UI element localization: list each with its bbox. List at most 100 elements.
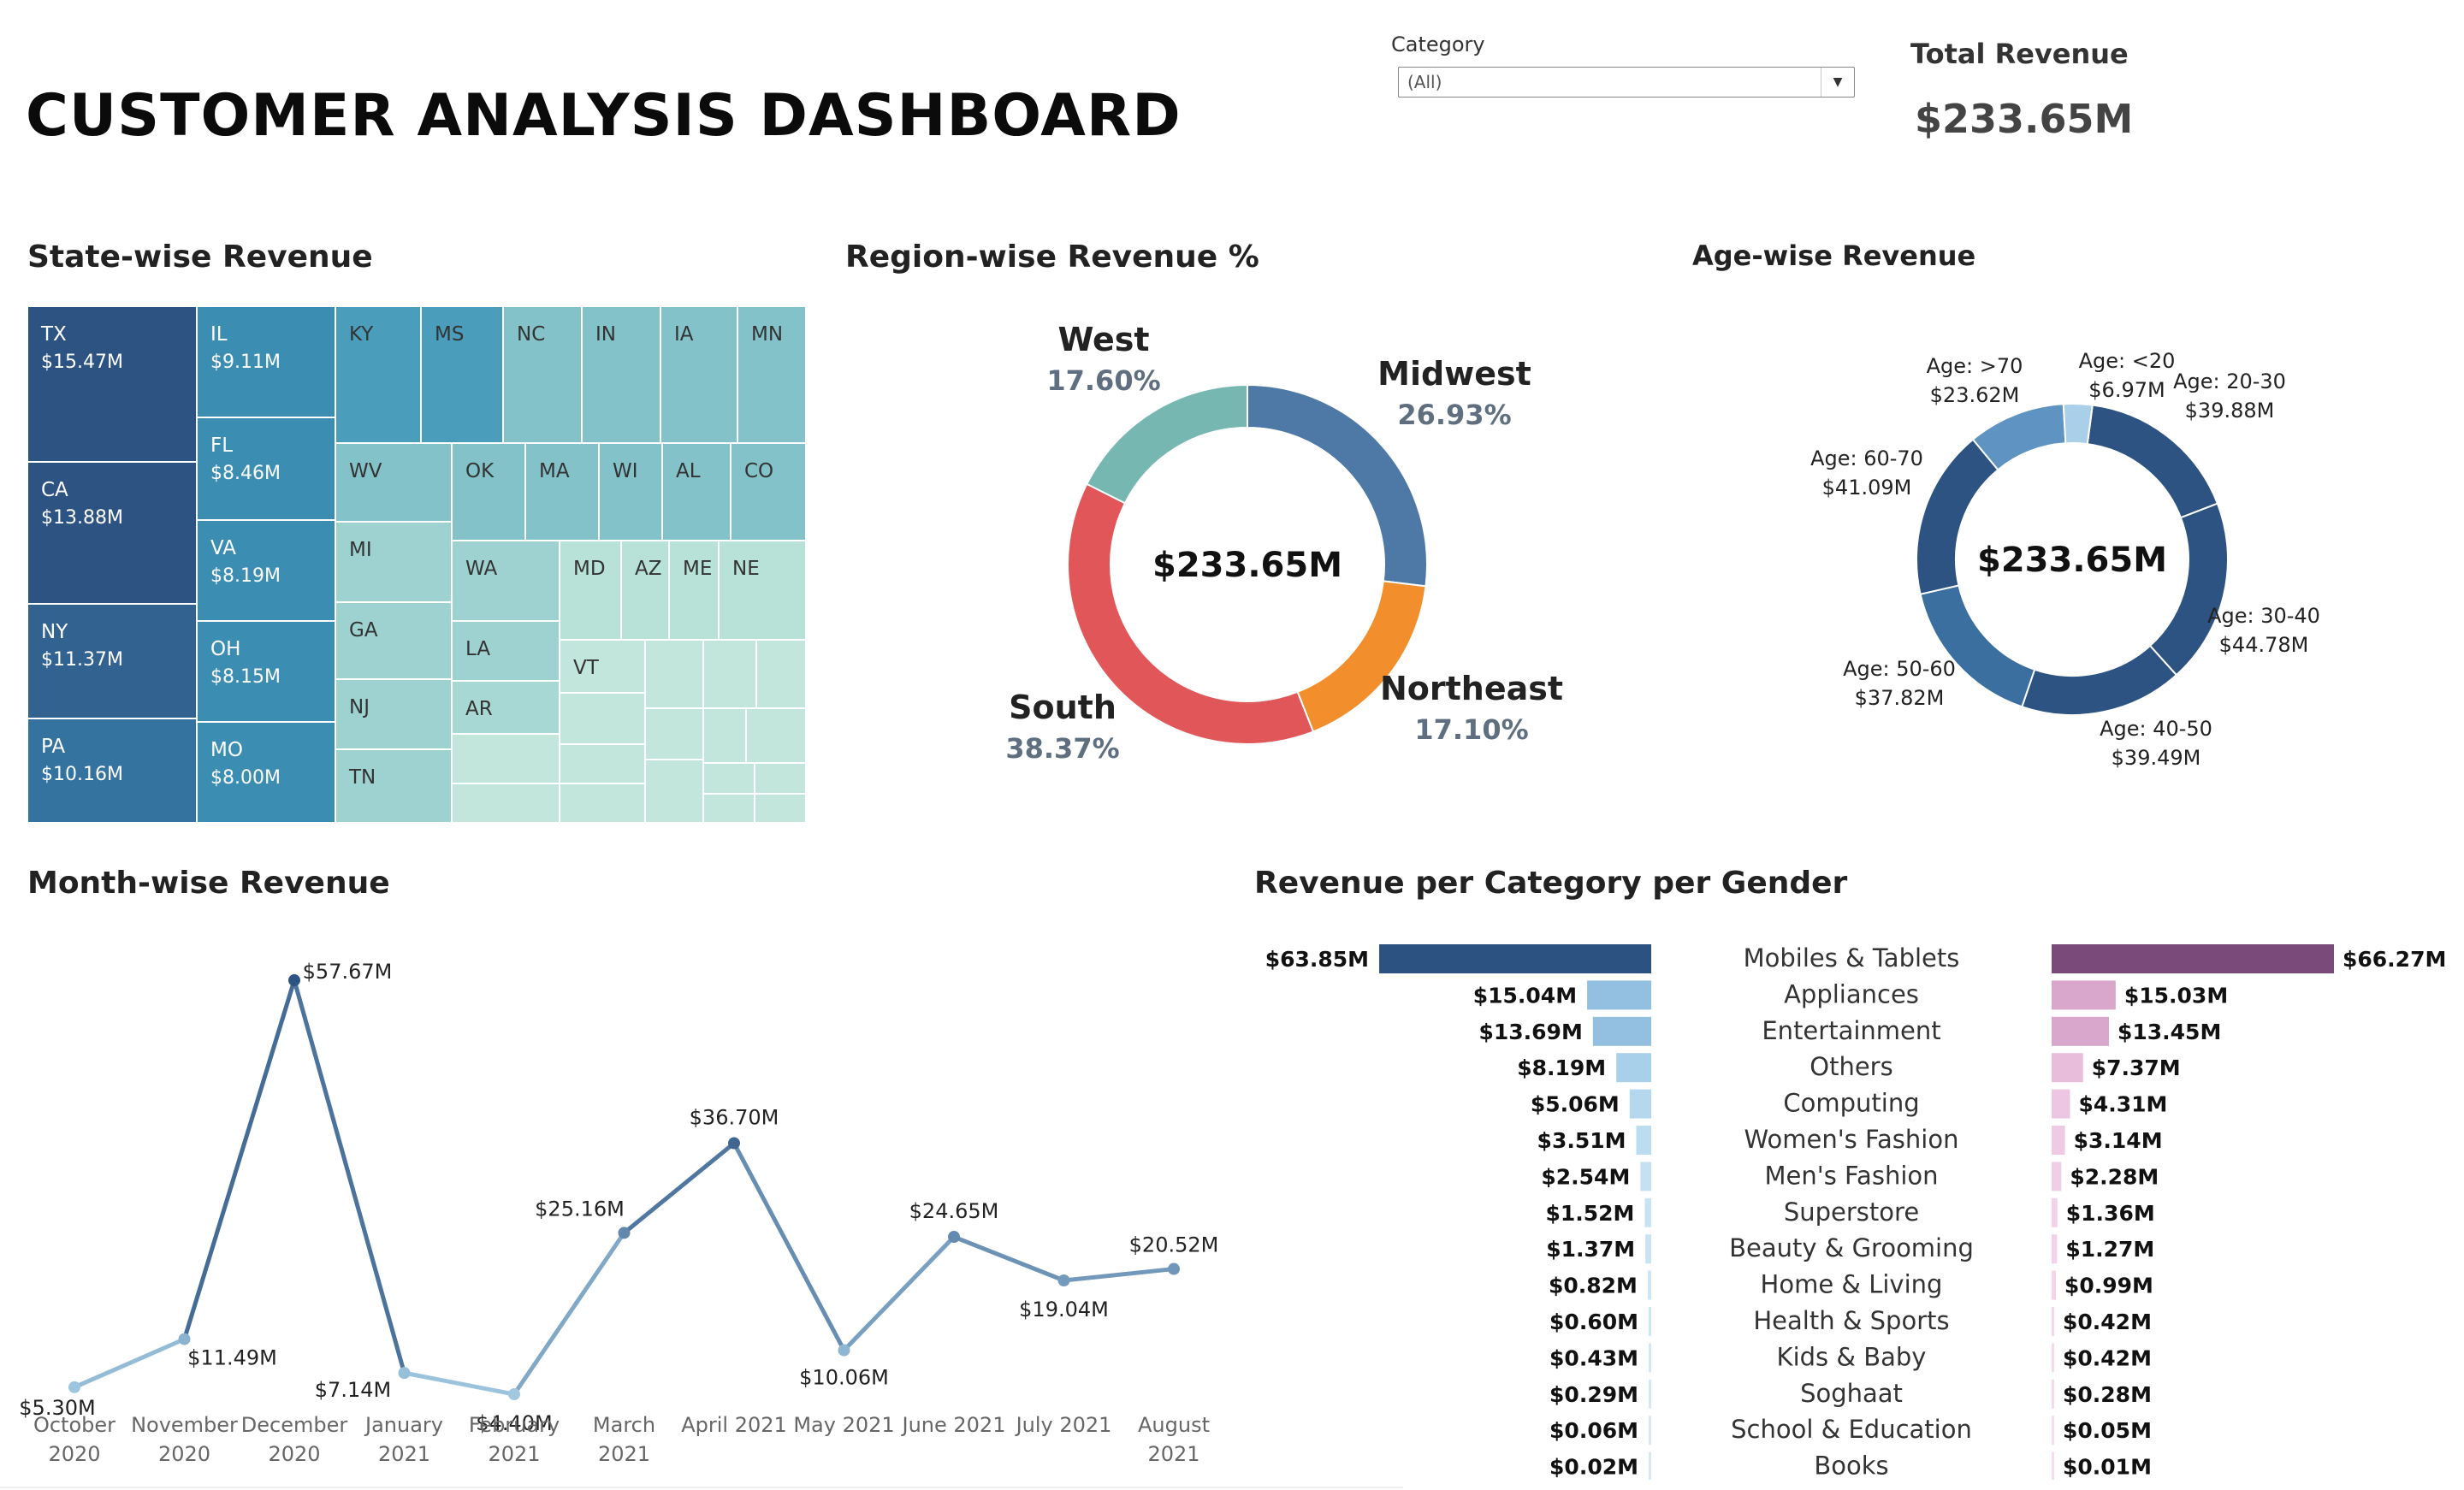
treemap-cell-ia[interactable]: IA [660, 306, 738, 444]
bar-right[interactable] [2052, 1452, 2054, 1480]
bar-left[interactable] [1629, 1089, 1651, 1119]
bar-right[interactable] [2052, 1270, 2056, 1300]
treemap-cell-small[interactable] [754, 793, 806, 823]
bar-right[interactable] [2052, 1162, 2062, 1191]
line-point[interactable] [508, 1388, 520, 1401]
age-slice[interactable] [2148, 502, 2229, 677]
treemap-cell-pa[interactable]: PA $10.16M [27, 718, 198, 823]
line-point[interactable] [838, 1344, 850, 1357]
treemap-cell-co[interactable]: CO [730, 442, 806, 541]
line-point[interactable] [68, 1381, 80, 1393]
region-slice-northeast[interactable] [1296, 580, 1427, 733]
treemap-cell-nc[interactable]: NC [502, 306, 583, 444]
bar-left[interactable] [1649, 1452, 1651, 1480]
state-treemap[interactable]: TX $15.47M CA $13.88M NY $11.37M PA $10.16M IL $9… [27, 306, 806, 823]
line-point[interactable] [398, 1367, 411, 1380]
bar-right[interactable] [2052, 1307, 2054, 1336]
treemap-cell-in[interactable]: IN [581, 306, 661, 444]
bar-right[interactable] [2052, 980, 2116, 1010]
treemap-cell-la[interactable]: LA [451, 620, 560, 682]
treemap-cell-mo[interactable]: MO $8.00M [196, 721, 336, 823]
treemap-cell-small[interactable] [644, 707, 704, 760]
treemap-cell-small[interactable] [644, 639, 704, 709]
treemap-cell-small[interactable] [559, 692, 646, 745]
age-donut-chart[interactable]: Age: 20-30 $39.88M Age: 30-40 $44.78M Age: 4… [1754, 308, 2438, 821]
bar-left[interactable] [1616, 1053, 1651, 1083]
treemap-cell-ne[interactable]: NE [718, 540, 806, 641]
treemap-cell-tx[interactable]: TX $15.47M [27, 306, 198, 463]
line-point[interactable] [948, 1231, 960, 1244]
treemap-cell-tn[interactable]: TN [335, 748, 453, 823]
treemap-cell-wv[interactable]: WV [335, 442, 453, 523]
bar-right[interactable] [2052, 1197, 2058, 1227]
treemap-cell-ny[interactable]: NY $11.37M [27, 603, 198, 719]
treemap-cell-small[interactable] [559, 783, 646, 823]
treemap-cell-ca[interactable]: CA $13.88M [27, 461, 198, 605]
bar-right[interactable] [2052, 1016, 2109, 1046]
bar-left[interactable] [1379, 944, 1651, 973]
treemap-cell-small[interactable] [702, 639, 757, 709]
region-donut-chart[interactable]: Midwest 26.93% Northeast 17.10% South 38.37% W… [941, 308, 1660, 821]
line-point[interactable] [178, 1333, 191, 1345]
region-slice-south[interactable] [1067, 482, 1315, 745]
treemap-cell-small[interactable] [755, 639, 806, 709]
category-gender-bar-chart[interactable]: $63.85M $66.27M Mobiles & Tablets $15.04M $1… [1249, 915, 2447, 1480]
bar-right[interactable] [2052, 1053, 2083, 1083]
treemap-cell-il[interactable]: IL $9.11M [196, 306, 336, 418]
treemap-cell-small[interactable] [702, 707, 747, 764]
bar-left[interactable] [1649, 1416, 1651, 1446]
treemap-cell-small[interactable] [702, 762, 755, 795]
treemap-cell-ms[interactable]: MS [420, 306, 504, 444]
treemap-cell-small[interactable] [702, 793, 755, 823]
treemap-cell-small[interactable] [451, 783, 560, 823]
treemap-cell-az[interactable]: AZ [620, 540, 670, 641]
bar-right[interactable] [2052, 1416, 2054, 1446]
region-slice-west[interactable] [1085, 383, 1248, 505]
line-point[interactable] [1168, 1262, 1180, 1275]
treemap-cell-vt[interactable]: VT [559, 639, 646, 694]
chevron-down-icon[interactable]: ▼ [1821, 68, 1854, 97]
treemap-cell-mn[interactable]: MN [737, 306, 806, 444]
bar-left[interactable] [1640, 1162, 1651, 1191]
bar-left[interactable] [1649, 1307, 1651, 1336]
age-slice[interactable] [2021, 644, 2178, 716]
treemap-cell-oh[interactable]: OH $8.15M [196, 620, 336, 723]
category-filter-dropdown[interactable]: (All) ▼ [1398, 67, 1855, 98]
line-point[interactable] [288, 974, 300, 987]
treemap-cell-small[interactable] [745, 707, 806, 764]
bar-right[interactable] [2052, 1234, 2058, 1264]
treemap-cell-me[interactable]: ME [668, 540, 720, 641]
treemap-cell-small[interactable] [754, 762, 806, 795]
line-point[interactable] [618, 1227, 631, 1239]
bar-left[interactable] [1644, 1197, 1651, 1227]
bar-left[interactable] [1649, 1379, 1651, 1409]
treemap-cell-ar[interactable]: AR [451, 680, 560, 735]
treemap-cell-ma[interactable]: MA [524, 442, 600, 541]
treemap-cell-ga[interactable]: GA [335, 601, 453, 680]
bar-left[interactable] [1647, 1270, 1651, 1300]
treemap-cell-ok[interactable]: OK [451, 442, 526, 541]
treemap-cell-mi[interactable]: MI [335, 521, 453, 603]
treemap-cell-nj[interactable]: NJ [335, 678, 453, 750]
bar-left[interactable] [1645, 1234, 1651, 1264]
treemap-cell-small[interactable] [451, 733, 560, 784]
bar-left[interactable] [1636, 1126, 1651, 1155]
treemap-cell-va[interactable]: VA $8.19M [196, 519, 336, 622]
treemap-cell-fl[interactable]: FL $8.46M [196, 417, 336, 521]
bar-left[interactable] [1592, 1016, 1651, 1046]
bar-left[interactable] [1649, 1343, 1651, 1373]
bar-right[interactable] [2052, 944, 2334, 973]
bar-right[interactable] [2052, 1089, 2070, 1119]
treemap-cell-al[interactable]: AL [661, 442, 732, 541]
bar-right[interactable] [2052, 1126, 2065, 1155]
age-slice[interactable] [2062, 403, 2094, 446]
treemap-cell-wi[interactable]: WI [598, 442, 663, 541]
treemap-cell-md[interactable]: MD [559, 540, 622, 641]
treemap-cell-ky[interactable]: KY [335, 306, 422, 444]
treemap-cell-small[interactable] [644, 759, 704, 823]
treemap-cell-small[interactable] [559, 743, 646, 784]
bar-right[interactable] [2052, 1343, 2054, 1373]
treemap-cell-wa[interactable]: WA [451, 540, 560, 622]
bar-left[interactable] [1587, 980, 1651, 1010]
